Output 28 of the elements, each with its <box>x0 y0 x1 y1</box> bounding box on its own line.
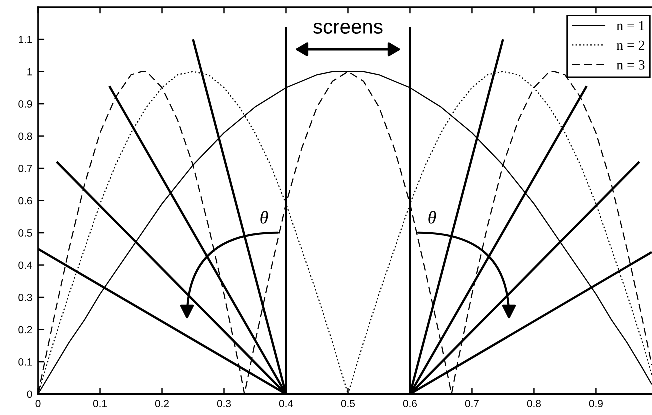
y-tick-label: 0.1 <box>18 358 32 366</box>
annotation: screens <box>314 22 383 34</box>
x-tick-label: 0 <box>36 400 41 408</box>
x-tick-label: 0.6 <box>403 400 418 408</box>
y-tick-label: 0.6 <box>18 197 32 205</box>
annotation: θ <box>260 211 268 224</box>
y-tick-label: 1 <box>28 68 32 76</box>
y-tick-label: 1.1 <box>19 36 32 44</box>
x-tick-label: 0.3 <box>217 400 232 408</box>
x-tick-label: 0.4 <box>279 400 294 408</box>
y-tick-label: 0.7 <box>18 165 32 172</box>
y-tick-label: 0.4 <box>18 262 32 270</box>
y-tick-label: 0.2 <box>18 326 32 334</box>
legend-label: n = 3 <box>616 60 645 70</box>
x-tick-label: 0.5 <box>341 400 356 408</box>
y-tick-label: 0 <box>27 390 32 398</box>
legend-label: n = 2 <box>616 40 645 50</box>
y-tick-label: 0.8 <box>18 132 32 140</box>
legend-label: n = 1 <box>616 21 644 30</box>
x-tick-label: 0.7 <box>465 400 479 408</box>
x-tick-label: 0.8 <box>527 400 541 408</box>
annotation: θ <box>428 211 436 224</box>
y-tick-label: 0.5 <box>18 230 32 237</box>
x-tick-label: 0.2 <box>155 400 169 408</box>
x-tick-label: 0.9 <box>589 400 603 408</box>
y-tick-label: 0.9 <box>18 100 32 108</box>
y-tick-label: 0.3 <box>18 294 32 302</box>
x-tick-label: 0.1 <box>93 400 107 408</box>
